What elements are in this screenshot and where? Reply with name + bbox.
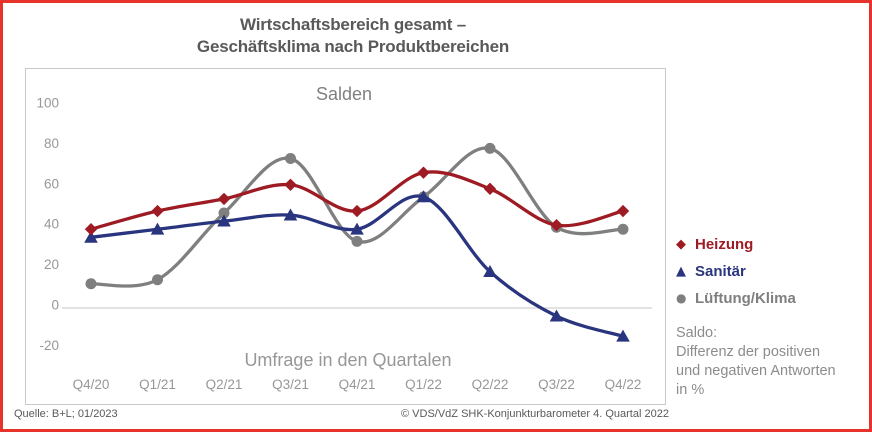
legend-item-heizung: ◆ Heizung (676, 231, 796, 258)
sanitaer-triangle-icon: ▲ (676, 264, 686, 279)
legend-label-heizung: Heizung (695, 236, 754, 253)
y-tick-label: 60 (44, 176, 59, 191)
saldo-note-line: und negativen Antworten (676, 363, 836, 379)
legend: ◆ Heizung ▲ Sanitär ● Lüftung/Klima (676, 231, 796, 312)
page-title: Wirtschaftsbereich gesamt – Geschäftskli… (25, 14, 681, 58)
heizung-marker (217, 192, 231, 206)
sanitaer-marker (416, 190, 431, 203)
sanitaer-line (89, 194, 625, 338)
y-tick-label: -20 (39, 338, 59, 353)
heizung-marker (483, 182, 497, 196)
lueftung-klima-marker (351, 235, 363, 247)
lueftung-klima-marker (152, 274, 163, 286)
sanitaer-marker (150, 222, 165, 235)
saldo-note-line: Saldo: (676, 325, 718, 341)
saldo-note-line: in % (676, 382, 705, 398)
legend-item-lueftung-klima: ● Lüftung/Klima (676, 285, 796, 312)
x-tick-label: Q1/21 (139, 377, 176, 392)
sanitaer-marker (549, 309, 564, 322)
x-tick-label: Q2/22 (472, 377, 509, 392)
x-tick-label: Q3/21 (272, 377, 309, 392)
line-chart: 100 80 60 40 20 0 -20 Salden Umfrage in den Quar… (36, 84, 652, 392)
x-tick-label: Q2/21 (206, 377, 243, 392)
sanitaer-marker (616, 329, 630, 342)
x-tick-label: Q4/20 (73, 377, 110, 392)
y-tick-label: 100 (36, 96, 59, 111)
sanitaer-marker (217, 214, 231, 227)
saldo-note: Saldo: Differenz der positiven und negat… (676, 324, 836, 400)
page-title-line2: Geschäftsklima nach Produktbereichen (196, 37, 510, 56)
footer-copyright: © VDS/VdZ SHK-Konjunkturbarometer 4. Qua… (401, 408, 669, 420)
heizung-marker (350, 204, 364, 218)
sanitaer-marker (283, 208, 298, 221)
legend-label-sanitaer: Sanitär (695, 263, 746, 280)
sanitaer-marker (350, 222, 364, 235)
chart-inner-title: Salden (316, 84, 372, 104)
heizung-diamond-icon: ◆ (676, 237, 686, 252)
legend-label-lueftung-klima: Lüftung/Klima (695, 290, 796, 307)
y-tick-label: 20 (44, 257, 59, 272)
heizung-line (89, 170, 625, 231)
legend-item-sanitaer: ▲ Sanitär (676, 258, 796, 285)
page-title-line1: Wirtschaftsbereich gesamt – (240, 15, 466, 34)
x-axis-title: Umfrage in den Quartalen (244, 350, 451, 370)
x-tick-label: Q4/21 (339, 377, 376, 392)
y-tick-label: 40 (44, 217, 59, 232)
lueftung-klima-marker (617, 223, 629, 235)
lueftung-klima-marker (285, 153, 296, 165)
plot-area: 100 80 60 40 20 0 -20 Salden Umfrage in den Quar… (25, 68, 666, 405)
lueftung-klima-marker (85, 278, 97, 290)
x-tick-label: Q4/22 (605, 377, 642, 392)
sanitaer-marker (483, 265, 497, 278)
saldo-note-line: Differenz der positiven (676, 344, 821, 360)
heizung-marker (417, 166, 430, 179)
sanitaer-marker (84, 230, 98, 243)
heizung-marker (284, 178, 297, 191)
lueftung-klima-circle-icon: ● (676, 291, 687, 305)
y-tick-label: 0 (51, 298, 59, 313)
y-tick-label: 80 (44, 136, 59, 151)
footer-source: Quelle: B+L; 01/2023 (14, 408, 118, 420)
heizung-marker (84, 223, 98, 236)
heizung-marker (550, 218, 563, 232)
heizung-marker (151, 204, 164, 218)
lueftung-klima-marker (484, 142, 496, 154)
lueftung-klima-marker (218, 207, 230, 219)
x-tick-label: Q3/22 (538, 377, 575, 392)
heizung-marker (616, 204, 630, 218)
x-tick-label: Q1/22 (405, 377, 442, 392)
